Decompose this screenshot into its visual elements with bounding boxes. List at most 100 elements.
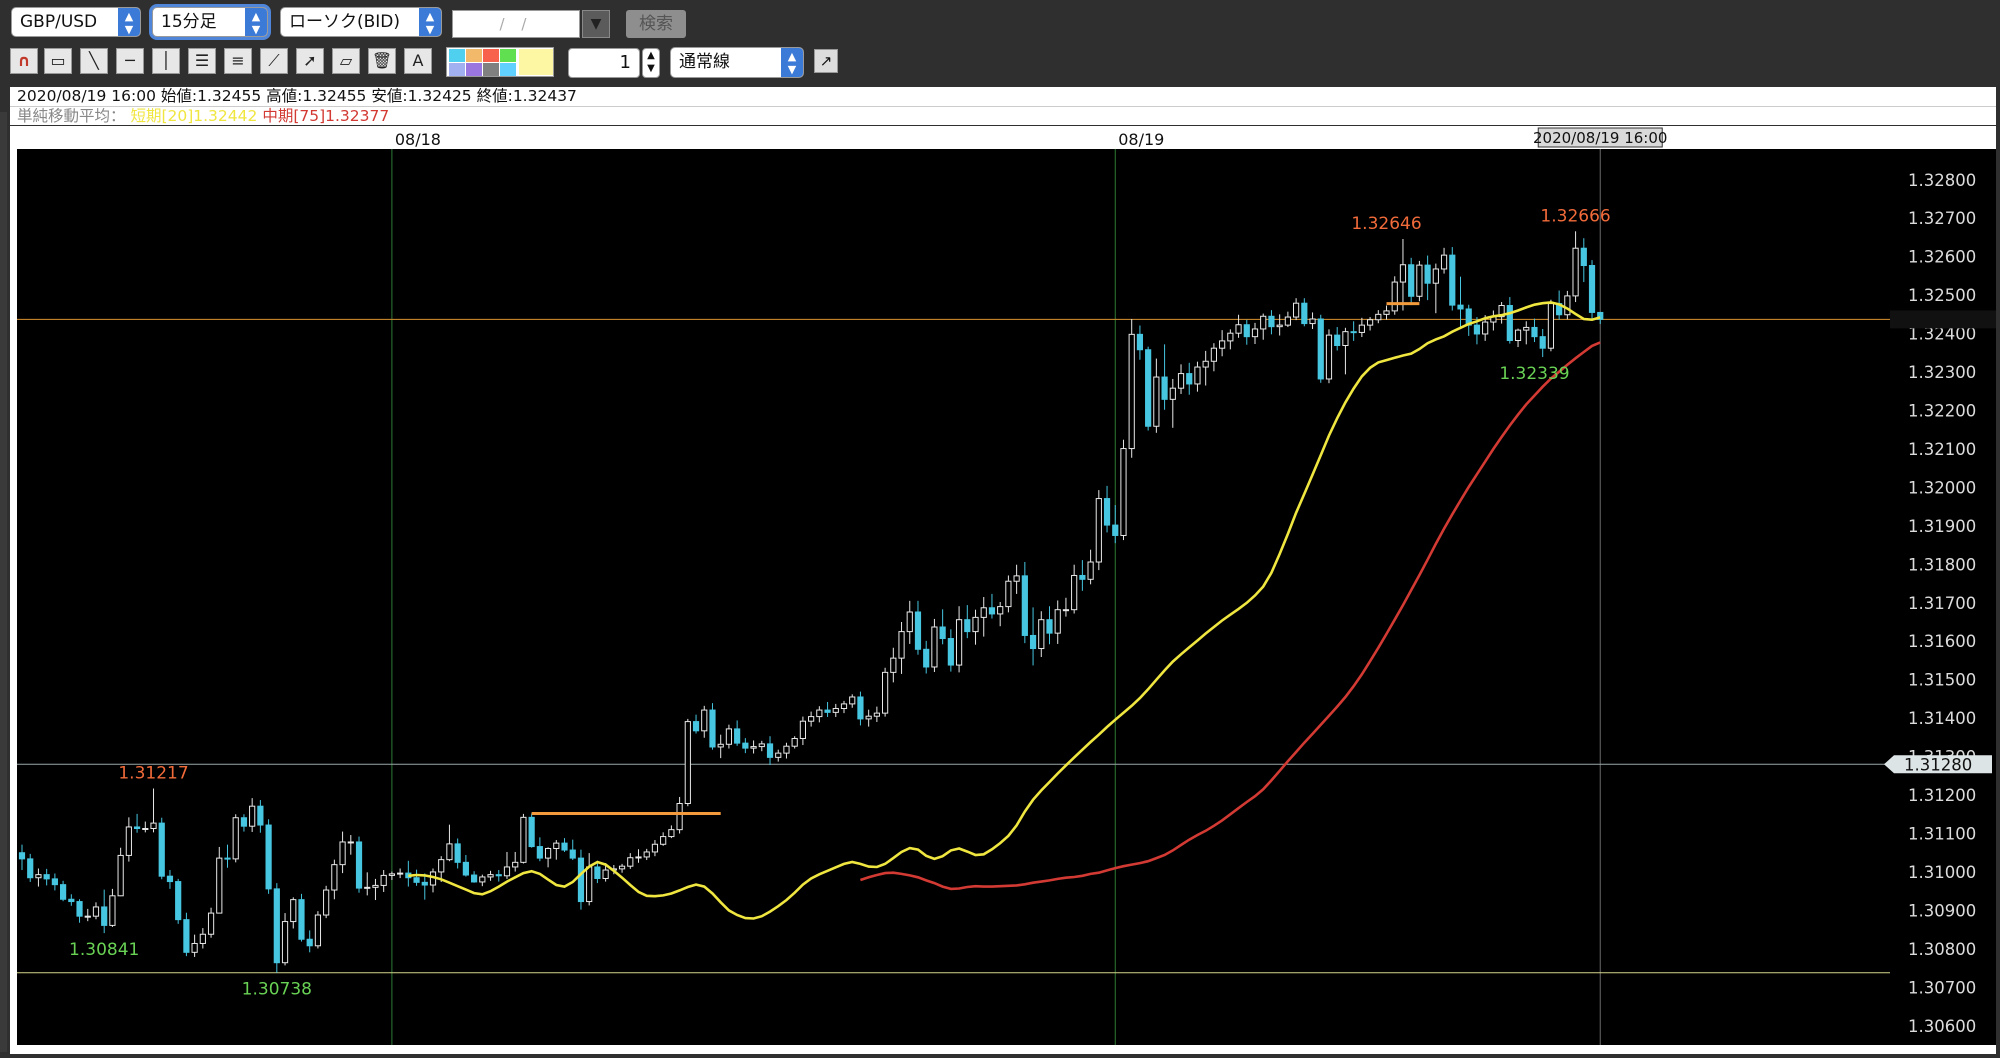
candle-body [413, 877, 420, 883]
trendline-icon: ╲ [89, 51, 99, 70]
candle-body [257, 805, 264, 826]
candle-body [914, 611, 922, 650]
ma-short-line [408, 301, 1601, 920]
swatch-7[interactable] [483, 63, 499, 76]
fan-icon: ⟋ [268, 51, 280, 70]
candle-body [1021, 575, 1028, 636]
candle-body [191, 942, 198, 953]
channel-icon: ≡ [231, 51, 245, 70]
magnet-tool-button[interactable]: ∩ [10, 48, 38, 74]
candle-body [635, 856, 642, 859]
swatch-5[interactable] [449, 63, 465, 76]
eraser-tool-button[interactable]: ▱ [332, 48, 360, 74]
price-tick-label: 1.30800 [1908, 940, 1976, 959]
candle-body [240, 817, 248, 827]
candle-body [1432, 268, 1439, 284]
candle-body [232, 817, 239, 860]
text-tool-button[interactable]: A [404, 48, 432, 74]
candle-body [1153, 376, 1160, 427]
candle-body [964, 619, 971, 633]
candle-body [397, 872, 404, 875]
candle-body [1103, 498, 1111, 526]
candle-body [717, 743, 724, 748]
triangle-down-icon: ▼ [590, 16, 602, 32]
candle-body [1235, 324, 1242, 334]
candle-body [1449, 254, 1456, 306]
date-input[interactable]: / / [452, 10, 580, 38]
calendar-dropdown-button[interactable]: ▼ [582, 10, 610, 38]
candle-body [1588, 265, 1596, 313]
expand-button[interactable]: ↗ [814, 49, 838, 73]
swatch-1[interactable] [449, 49, 465, 62]
candle-body [668, 829, 675, 838]
candle-body [1572, 247, 1579, 297]
candle-body [684, 721, 691, 805]
period-stepper[interactable]: ▲ ▼ [642, 48, 660, 78]
swatch-4[interactable] [500, 49, 516, 62]
cursor-icon: ➚ [303, 51, 317, 70]
selected-color-swatch[interactable] [519, 49, 553, 75]
candle-body [1194, 366, 1201, 385]
horizontal-line-tool-button[interactable]: ─ [116, 48, 144, 74]
candle-body [988, 607, 996, 615]
price-tick-label: 1.31400 [1908, 709, 1976, 728]
candlestick-chart[interactable]: 08/18 08/19 2020/08/19 16:00 1.32800 1.32700… [10, 126, 1996, 1054]
swatch-3[interactable] [483, 49, 499, 62]
candle-body [1243, 324, 1250, 338]
candle-body [520, 816, 527, 863]
candle-body [906, 611, 913, 633]
candle-body [882, 671, 889, 714]
period-input[interactable]: 1 [568, 48, 640, 78]
timeframe-select[interactable]: 15分足 ▲ ▼ [152, 7, 268, 37]
candle-body [503, 866, 511, 877]
symbol-select[interactable]: GBP/USD ▲ ▼ [11, 7, 141, 37]
chart-type-select[interactable]: ローソク(BID) ▲ ▼ [280, 7, 442, 37]
trendline-tool-button[interactable]: ╲ [80, 48, 108, 74]
chart-area[interactable]: 08/18 08/19 2020/08/19 16:00 1.32800 1.32700… [10, 126, 1996, 1054]
candle-body [1473, 324, 1481, 335]
candle-body [1177, 373, 1185, 389]
candle-body [1251, 328, 1259, 338]
price-tick-label: 1.32600 [1908, 248, 1976, 267]
candle-body [725, 728, 733, 745]
candle-body [873, 712, 880, 717]
swatch-8[interactable] [500, 63, 516, 76]
candle-body [651, 843, 659, 853]
candle-body [462, 861, 469, 876]
search-button[interactable]: 検索 [626, 10, 686, 38]
candle-body [1260, 315, 1267, 330]
candle-body [1013, 575, 1020, 582]
fibonacci-tool-button[interactable]: ☰ [188, 48, 216, 74]
line-type-select[interactable]: 通常線 ▲ ▼ [670, 47, 804, 78]
candle-body [487, 874, 494, 878]
trash-tool-button[interactable]: 🗑 [368, 48, 396, 74]
fan-tool-button[interactable]: ⟋ [260, 48, 288, 74]
price-tick-label: 1.30900 [1908, 901, 1976, 920]
candle-body [18, 852, 26, 860]
ticket-tool-button[interactable]: ▭ [44, 48, 72, 74]
cursor-tool-button[interactable]: ➚ [296, 48, 324, 74]
swatch-6[interactable] [466, 63, 482, 76]
candle-body [380, 874, 387, 886]
candle-body [734, 728, 741, 744]
candle-body [281, 921, 289, 964]
candle-body [824, 709, 831, 713]
vertical-line-icon: │ [161, 51, 171, 70]
text-icon: A [412, 51, 424, 70]
candle-body [125, 826, 132, 856]
candle-body [158, 822, 165, 877]
ma-short-value: 短期[20]1.32442 [130, 107, 258, 125]
candle-body [1145, 349, 1152, 427]
candle-body [51, 878, 58, 886]
candle-body [939, 626, 946, 640]
candle-body [1062, 609, 1070, 612]
channel-tool-button[interactable]: ≡ [224, 48, 252, 74]
candle-body [388, 873, 395, 876]
chevron-updown-icon: ▲ ▼ [245, 8, 267, 36]
vertical-line-tool-button[interactable]: │ [152, 48, 180, 74]
color-palette[interactable] [446, 47, 554, 77]
swatch-2[interactable] [466, 49, 482, 62]
price-tick-label: 1.30700 [1908, 978, 1976, 997]
candle-body [1202, 360, 1209, 368]
candle-body [1087, 561, 1094, 580]
